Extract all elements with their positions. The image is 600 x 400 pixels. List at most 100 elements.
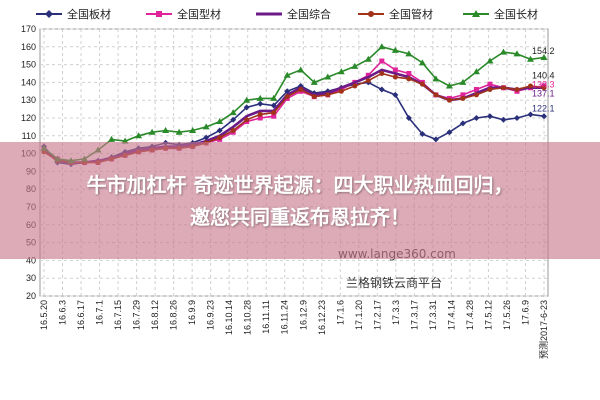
data-point xyxy=(499,48,507,55)
article-title-banner[interactable]: 牛市加杠杆 奇迹世界起源：四大职业热血回归， 邀您共同重返布恩拉齐！ xyxy=(0,142,600,259)
legend-label-2: 全国综合 xyxy=(287,7,331,21)
legend-marker xyxy=(368,11,374,17)
y-tick-label: 150 xyxy=(21,60,36,70)
x-tick-label: 17.2.17 xyxy=(372,300,382,330)
x-tick-label: 17.4.14 xyxy=(446,300,456,330)
data-point xyxy=(513,50,521,57)
x-tick-label: 16.8.12 xyxy=(150,300,160,330)
data-point xyxy=(526,55,534,62)
data-point xyxy=(243,104,250,111)
data-point xyxy=(202,123,210,130)
data-point xyxy=(217,135,223,141)
data-point xyxy=(446,97,452,103)
x-tick-label: 16.12.9 xyxy=(298,300,308,330)
data-point xyxy=(459,120,466,127)
x-tick-label: 16.6.17 xyxy=(76,300,86,330)
legend-label-4: 全国长材 xyxy=(494,7,538,21)
data-point xyxy=(270,94,278,101)
data-point xyxy=(203,134,210,141)
data-point xyxy=(460,92,466,98)
data-point xyxy=(284,94,290,100)
data-point xyxy=(472,68,480,75)
data-point xyxy=(244,117,250,123)
data-point xyxy=(324,73,332,80)
legend-marker xyxy=(156,11,162,17)
data-point xyxy=(527,83,533,89)
data-point xyxy=(392,74,398,80)
data-point xyxy=(243,96,251,103)
y-tick-label: 40 xyxy=(26,255,36,265)
x-tick-label: 预测2017-6-23 xyxy=(539,300,549,359)
data-point xyxy=(432,136,439,143)
y-tick-label: 110 xyxy=(22,131,36,141)
data-point xyxy=(283,71,291,78)
data-point xyxy=(162,126,170,133)
x-tick-label: 16.12.23 xyxy=(317,300,327,335)
legend-marker xyxy=(472,10,480,17)
data-point xyxy=(541,85,547,91)
x-tick-label: 17.3.31 xyxy=(428,300,438,330)
x-tick-label: 17.5.12 xyxy=(483,300,493,330)
x-tick-label: 17.5.26 xyxy=(502,300,512,330)
data-point xyxy=(392,91,399,98)
x-tick-label: 17.4.28 xyxy=(465,300,475,330)
data-point xyxy=(513,115,520,121)
data-point xyxy=(271,110,277,116)
data-point xyxy=(257,100,264,107)
x-tick-label: 16.7.15 xyxy=(113,300,123,330)
data-point xyxy=(500,116,507,123)
data-point xyxy=(487,81,493,87)
x-tick-label: 16.9.9 xyxy=(187,300,197,325)
data-point xyxy=(486,57,494,64)
x-tick-label: 17.1.6 xyxy=(335,300,345,325)
watermark-platform: 兰格钢铁云商平台 xyxy=(346,275,442,290)
x-tick-label: 16.10.28 xyxy=(243,300,253,335)
data-point xyxy=(229,109,237,116)
x-tick-label: 16.11.11 xyxy=(261,300,271,334)
x-tick-label: 17.3.3 xyxy=(391,300,401,325)
y-tick-label: 130 xyxy=(21,95,36,105)
data-point xyxy=(459,78,467,85)
banner-line-2: 邀您共同重返布恩拉齐！ xyxy=(190,204,410,229)
data-point xyxy=(473,92,479,98)
x-tick-label: 16.10.14 xyxy=(224,300,234,335)
data-point xyxy=(108,135,116,142)
data-point xyxy=(189,126,197,133)
data-point xyxy=(337,68,345,75)
data-point xyxy=(379,71,385,76)
data-point xyxy=(257,115,263,121)
data-point xyxy=(310,78,318,85)
end-value-label: 137.1 xyxy=(532,89,555,99)
y-tick-label: 140 xyxy=(21,77,36,87)
x-tick-label: 16.9.23 xyxy=(206,300,216,330)
data-point xyxy=(378,43,386,50)
data-point xyxy=(514,87,520,93)
y-tick-label: 170 xyxy=(21,24,36,34)
data-point xyxy=(298,87,304,93)
data-point xyxy=(446,129,453,136)
y-tick-label: 20 xyxy=(26,291,36,301)
data-point xyxy=(270,102,277,109)
data-point xyxy=(257,111,263,117)
data-point xyxy=(405,115,412,121)
x-tick-label: 16.11.24 xyxy=(280,300,290,334)
legend-label-3: 全国管材 xyxy=(389,7,433,21)
y-tick-label: 120 xyxy=(21,113,36,123)
data-point xyxy=(460,95,466,101)
data-point xyxy=(433,92,439,98)
data-point xyxy=(352,83,358,89)
data-point xyxy=(378,86,385,93)
data-point xyxy=(406,76,412,82)
data-point xyxy=(500,85,506,91)
x-tick-label: 16.7.1 xyxy=(95,300,105,325)
data-point xyxy=(135,132,143,139)
data-point xyxy=(216,127,223,134)
x-tick-label: 17.1.20 xyxy=(354,300,364,330)
legend-marker xyxy=(45,10,53,18)
data-point xyxy=(364,55,372,62)
x-tick-label: 16.7.29 xyxy=(132,300,142,330)
data-point xyxy=(311,94,317,100)
data-point xyxy=(540,53,548,60)
data-point xyxy=(230,127,236,133)
